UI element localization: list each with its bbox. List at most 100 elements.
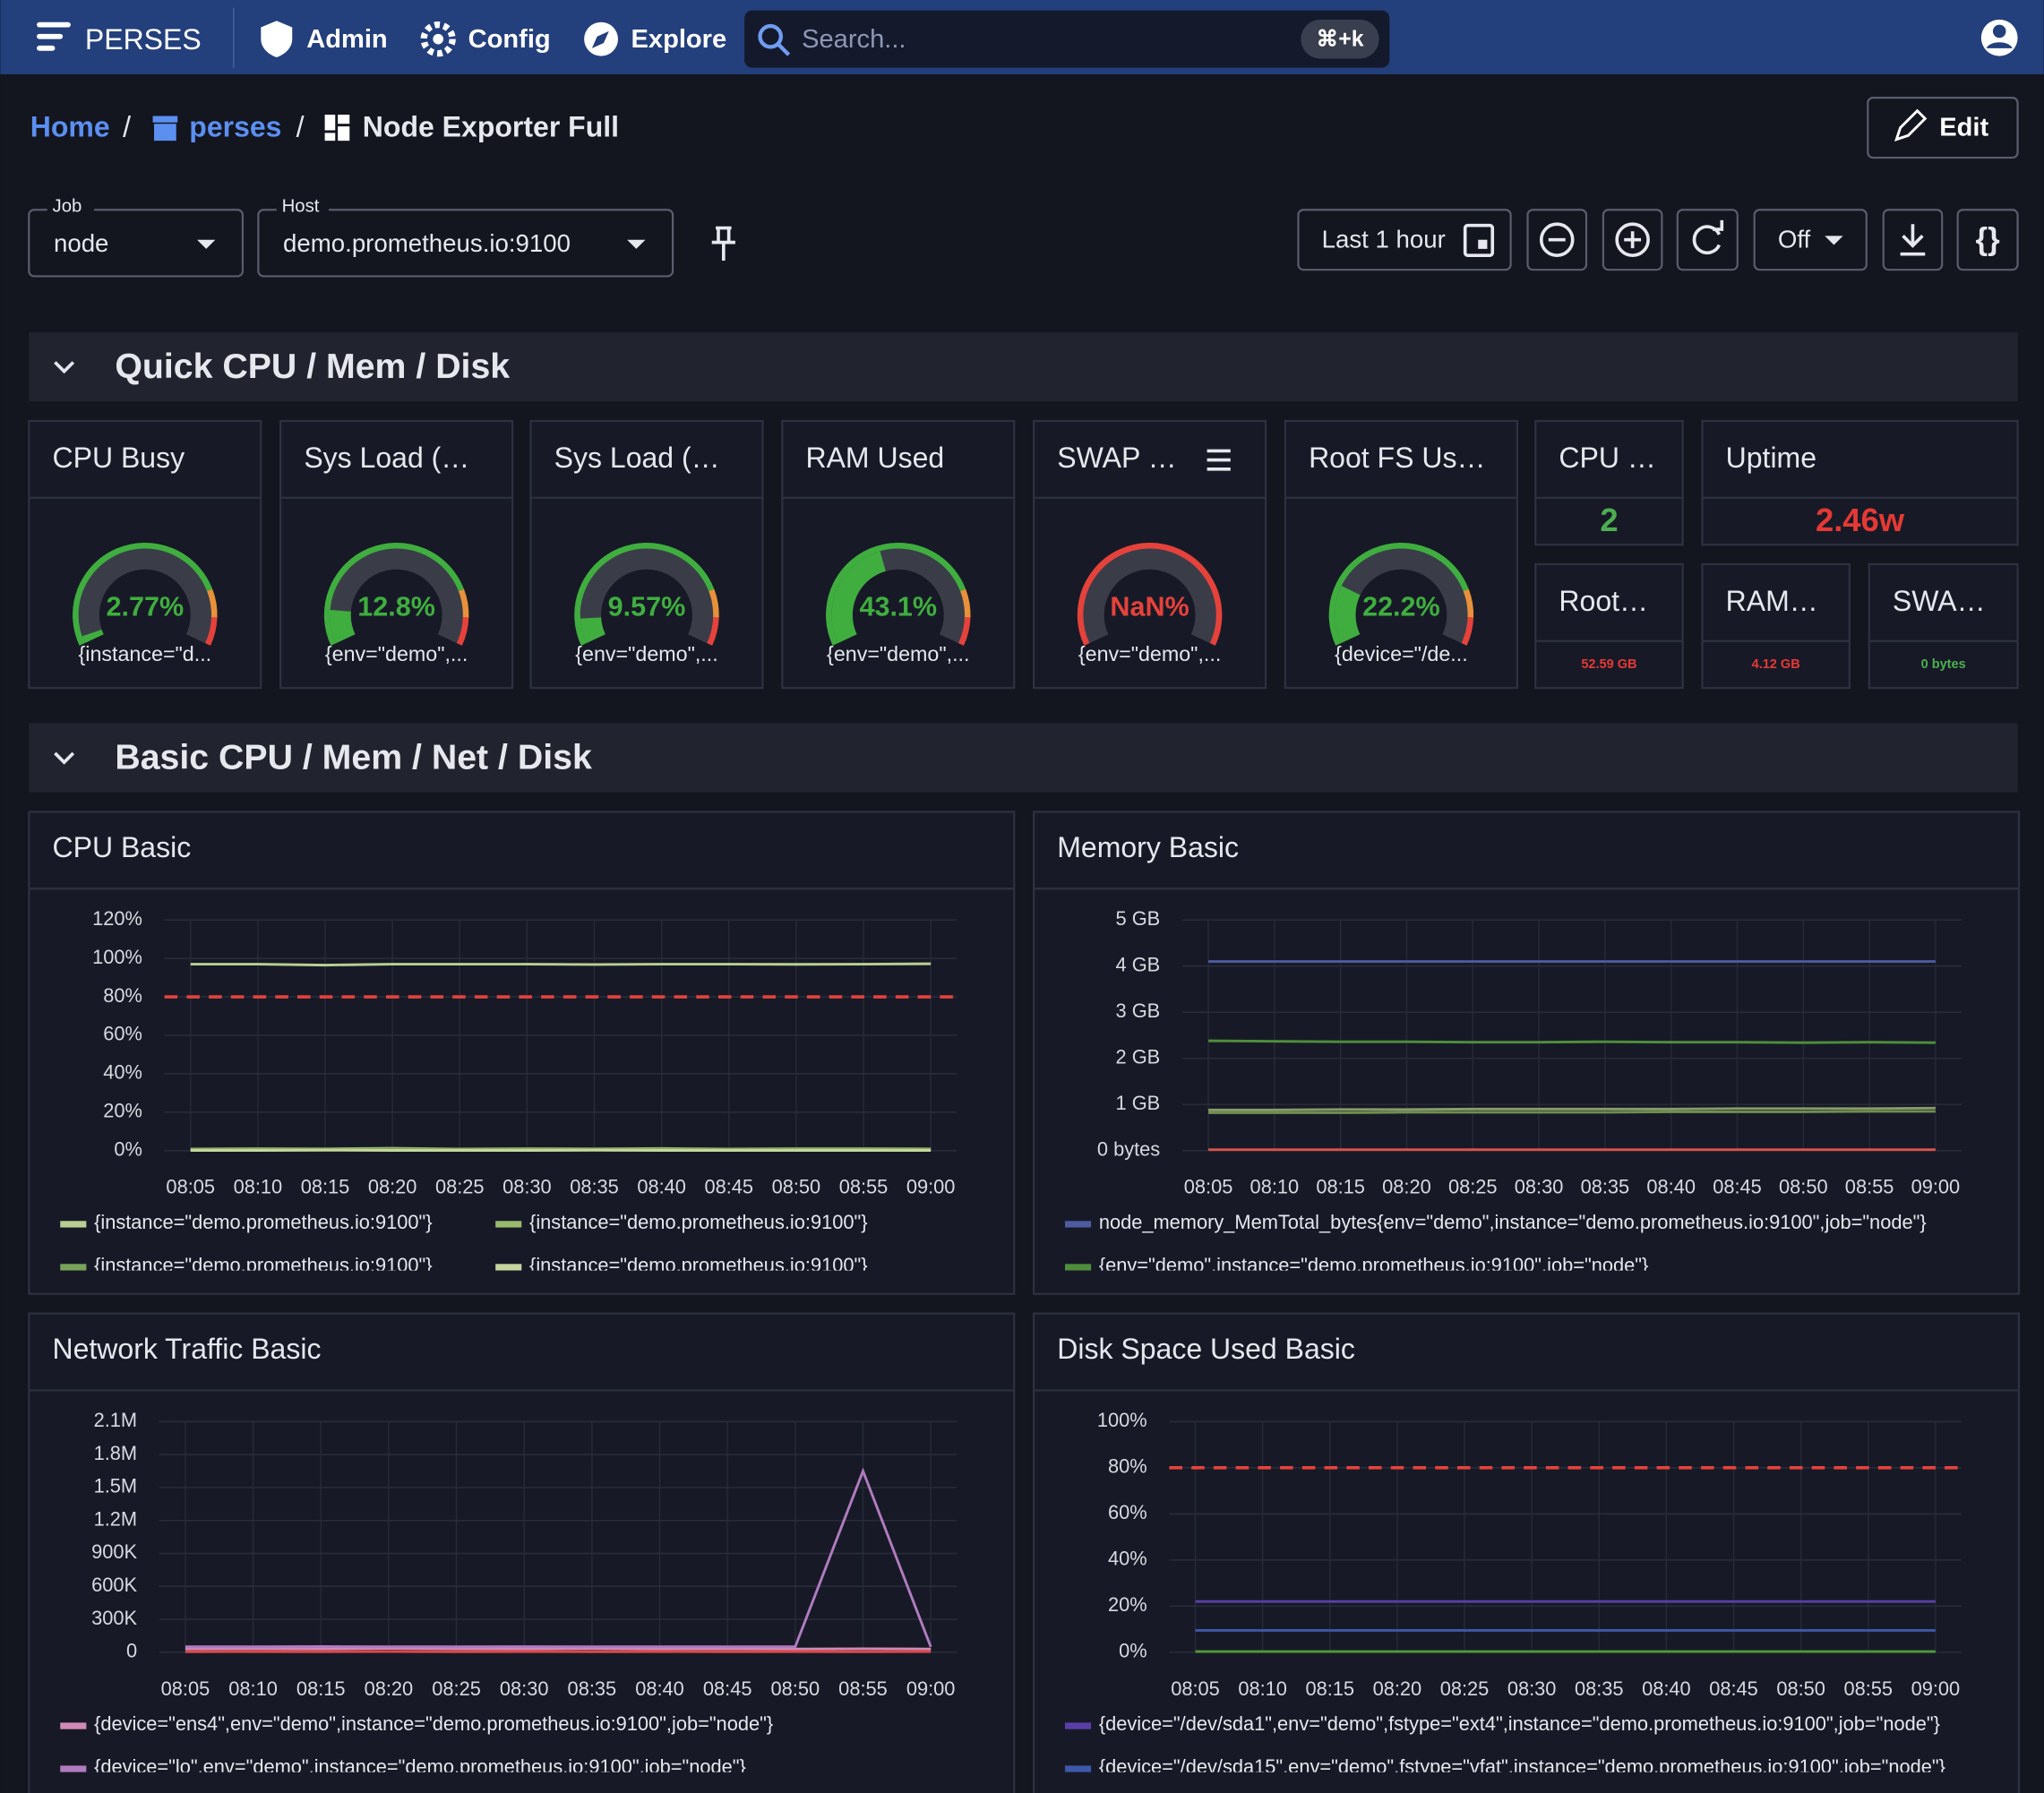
y-tick-label: 0 bytes <box>1097 1137 1160 1160</box>
series-line <box>185 1467 932 1649</box>
config-icon-center <box>433 33 444 45</box>
search-box[interactable] <box>744 10 1390 68</box>
gauge-ring <box>708 588 719 618</box>
project-icon <box>152 116 178 123</box>
logo[interactable] <box>37 21 71 51</box>
avatar-body <box>1986 42 2013 48</box>
gauge-value-arc <box>580 616 606 644</box>
gauge-track <box>330 548 463 644</box>
brand[interactable]: PERSES <box>85 23 202 56</box>
x-tick-label: 08:45 <box>1713 1176 1762 1198</box>
gauge-legend: {env="demo",... <box>325 642 468 665</box>
variable-value[interactable]: node <box>54 229 108 257</box>
x-tick-label: 08:10 <box>234 1176 283 1198</box>
variable-value[interactable]: demo.prometheus.io:9100 <box>283 229 571 257</box>
x-tick-label: 08:50 <box>771 1677 820 1700</box>
nav-admin[interactable]: Admin <box>306 25 387 54</box>
x-tick-label: 09:00 <box>1911 1176 1961 1198</box>
refresh-icon <box>1692 225 1722 255</box>
x-tick-label: 08:40 <box>637 1176 686 1198</box>
x-tick-label: 08:40 <box>1642 1677 1691 1700</box>
gauge-ring <box>73 543 213 646</box>
shortcut-badge <box>1301 19 1379 59</box>
legend-label: {device="ens4",env="demo",instance="demo… <box>94 1712 773 1735</box>
breadcrumb-sep: / <box>296 110 305 142</box>
variable-job[interactable] <box>28 209 245 278</box>
gauge-ring <box>1328 542 1469 646</box>
section-header[interactable] <box>29 332 2018 402</box>
refresh-button[interactable] <box>1676 209 1739 271</box>
x-tick-label: 08:30 <box>502 1176 552 1198</box>
search-icon <box>758 23 784 49</box>
gauge-track <box>78 548 212 644</box>
x-tick-label: 08:55 <box>838 1677 888 1700</box>
legend-label: {env="demo",instance="demo.prometheus.io… <box>1099 1254 1648 1276</box>
collapse-icon[interactable] <box>54 361 75 374</box>
legend-swatch <box>1065 1765 1092 1772</box>
section-header[interactable] <box>29 723 2018 793</box>
zoom-in-button[interactable] <box>1602 209 1663 271</box>
time-range[interactable]: Last 1 hour <box>1322 225 1446 253</box>
x-tick-label: 09:00 <box>906 1176 956 1198</box>
refresh-interval[interactable] <box>1753 209 1868 271</box>
y-tick-label: 20% <box>103 1100 142 1122</box>
series-line <box>1208 1039 1936 1044</box>
x-tick-label: 08:20 <box>1373 1677 1422 1700</box>
y-tick-label: 1.2M <box>94 1507 138 1530</box>
nav-explore[interactable]: Explore <box>631 25 727 54</box>
legend-label: {device="/dev/sda1",env="demo",fstype="e… <box>1099 1712 1940 1735</box>
download-button[interactable] <box>1882 209 1944 271</box>
refresh-value[interactable]: Off <box>1778 225 1811 253</box>
gauge-value: 12.8% <box>357 592 435 622</box>
y-tick-label: 5 GB <box>1116 907 1161 930</box>
legend-swatch <box>495 1221 522 1228</box>
x-tick-label: 08:50 <box>1779 1176 1828 1198</box>
x-tick-label: 09:00 <box>1911 1677 1961 1700</box>
legend-label: {instance="demo.prometheus.io:9100"} <box>94 1254 432 1276</box>
gauge-value-arc <box>330 609 356 644</box>
x-tick-label: 08:30 <box>1515 1176 1564 1198</box>
dropdown-arrow <box>627 239 646 249</box>
legend-swatch <box>60 1765 87 1772</box>
panel-title: Sys Load (… <box>304 442 469 474</box>
panel-title: Uptime <box>1726 442 1816 474</box>
x-tick-label: 08:45 <box>704 1176 753 1198</box>
gauge-ring <box>204 617 218 646</box>
nav-config[interactable]: Config <box>468 25 551 54</box>
collapse-icon[interactable] <box>54 751 75 765</box>
gauge-value: 2.77% <box>107 592 185 622</box>
gauge-value: NaN% <box>1110 592 1189 622</box>
y-tick-label: 100% <box>1097 1409 1147 1431</box>
gauge-legend: {env="demo",... <box>1078 642 1221 665</box>
label-bg <box>47 195 95 217</box>
y-tick-label: 900K <box>91 1540 137 1563</box>
y-tick-label: 4 GB <box>1116 953 1161 975</box>
gauge-track <box>1083 548 1216 644</box>
legend-swatch <box>1065 1722 1092 1729</box>
search-placeholder[interactable]: Search... <box>802 25 906 54</box>
gauge-value-arc <box>1335 586 1361 644</box>
y-tick-label: 1 GB <box>1116 1092 1161 1114</box>
series-line <box>185 1647 932 1651</box>
x-tick-label: 08:55 <box>1845 1176 1894 1198</box>
edit-button[interactable] <box>1867 97 2019 159</box>
pin-button[interactable] <box>711 226 735 261</box>
json-button[interactable] <box>1956 209 2019 271</box>
time-range-picker[interactable] <box>1297 209 1512 271</box>
refresh-arrow <box>1713 219 1724 231</box>
section-title: Basic CPU / Mem / Net / Disk <box>115 738 592 777</box>
breadcrumb-home[interactable]: Home <box>30 110 110 142</box>
admin-icon[interactable] <box>261 21 293 58</box>
breadcrumb-project[interactable]: perses <box>189 110 281 142</box>
edit-label[interactable]: Edit <box>1939 114 1988 142</box>
breadcrumb-sep: / <box>123 110 131 142</box>
y-tick-label: 20% <box>1108 1593 1147 1616</box>
zoom-out-button[interactable] <box>1526 209 1588 271</box>
variable-host[interactable] <box>257 209 674 278</box>
menu-icon <box>1207 449 1231 471</box>
x-tick-label: 08:30 <box>500 1677 549 1700</box>
panel-title: Root… <box>1559 585 1648 617</box>
stat-value: 52.59 GB <box>1581 657 1636 672</box>
project-icon-body <box>154 124 176 142</box>
x-tick-label: 08:45 <box>1709 1677 1758 1700</box>
